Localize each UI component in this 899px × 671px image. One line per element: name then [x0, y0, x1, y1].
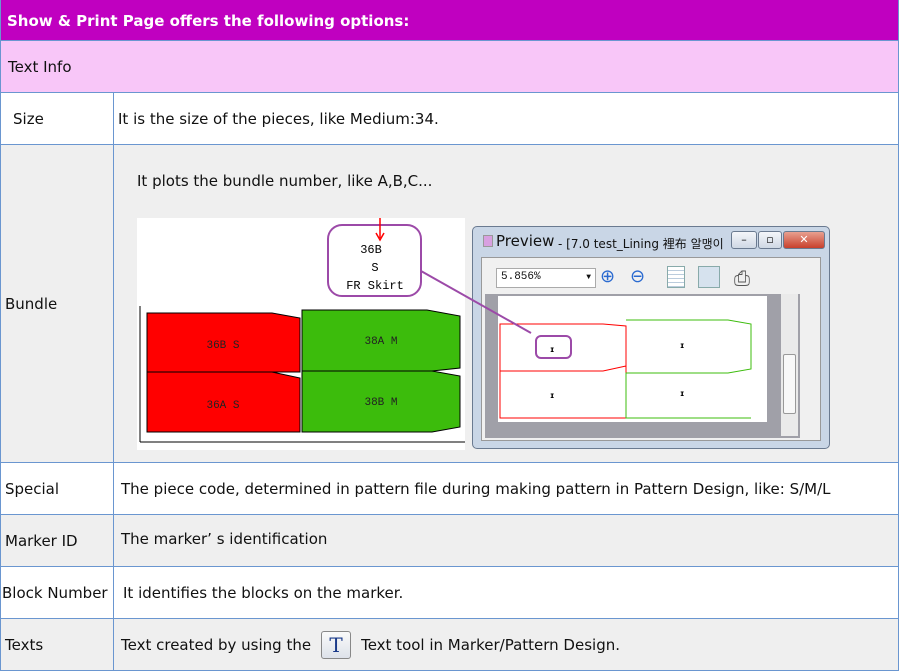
page-header: Show & Print Page offers the following o…	[0, 0, 899, 41]
row-value: It is the size of the pieces, like Mediu…	[118, 109, 439, 128]
piece-36b-s	[146, 312, 301, 373]
row-value: It identifies the blocks on the marker.	[123, 583, 404, 602]
document-icon	[483, 235, 493, 247]
piece-38b-m	[301, 370, 461, 433]
preview-page: ɪ ɪ ɪ ɪ	[498, 296, 767, 422]
row-value: The piece code, determined in pattern fi…	[121, 479, 831, 498]
scrollbar-thumb[interactable]	[783, 354, 796, 414]
close-button[interactable]: ✕	[783, 231, 825, 249]
row-block-number: Block Number It identifies the blocks on…	[0, 567, 899, 619]
preview-window: Preview - [7.0 test_Lining 裡布 알맹이 – ▫ ✕ …	[472, 226, 830, 449]
chevron-down-icon: ▼	[586, 273, 591, 282]
piece-label: 36B S	[206, 340, 239, 352]
value-text: Text created by using the	[121, 635, 312, 654]
piece-label: 36A S	[206, 400, 239, 412]
row-label: Block Number	[1, 567, 114, 618]
section-title: Text Info	[0, 41, 899, 93]
svg-text:ɪ: ɪ	[680, 341, 684, 350]
piece-label: 38B M	[364, 397, 397, 409]
svg-text:ɪ: ɪ	[680, 389, 684, 398]
svg-text:ɪ: ɪ	[550, 345, 554, 354]
piece-36a-s	[146, 371, 301, 433]
callout-line: S	[371, 261, 378, 275]
row-label: Size	[1, 93, 114, 144]
row-special: Special The piece code, determined in pa…	[0, 463, 899, 515]
row-label: Marker ID	[1, 515, 114, 566]
zoom-value: 5.856%	[501, 271, 541, 283]
multi-page-icon[interactable]	[698, 266, 720, 288]
zoom-in-icon[interactable]: ⊕	[600, 266, 616, 287]
minimize-button[interactable]: –	[731, 231, 757, 249]
preview-title: Preview	[496, 232, 555, 250]
callout-line: FR Skirt	[346, 279, 404, 293]
svg-text:ɪ: ɪ	[550, 391, 554, 400]
piece-label: 38A M	[364, 336, 397, 348]
row-value: The marker’ s identification	[121, 529, 328, 548]
printer-icon[interactable]: ⎙	[734, 266, 750, 290]
marker-image: 36B S 38A M 36A S 38B M 36B S FR Skirt	[137, 218, 465, 450]
row-size: Size It is the size of the pieces, like …	[0, 93, 899, 145]
row-value: Text created by using the T Text tool in…	[115, 619, 898, 670]
row-label: Bundle	[1, 145, 114, 462]
row-texts: Texts Text created by using the T Text t…	[0, 619, 899, 671]
value-text: Text tool in Marker/Pattern Design.	[361, 635, 620, 654]
scrollbar[interactable]	[781, 294, 798, 436]
row-label: Special	[1, 463, 114, 514]
callout-line: 36B	[360, 243, 382, 257]
maximize-button[interactable]: ▫	[758, 231, 782, 249]
text-tool-icon: T	[321, 630, 352, 659]
callout-box	[327, 224, 422, 297]
preview-canvas: ɪ ɪ ɪ ɪ	[485, 294, 800, 438]
zoom-select[interactable]: 5.856% ▼	[496, 268, 596, 288]
row-value: It plots the bundle number, like A,B,C..…	[137, 172, 433, 190]
row-label: Texts	[1, 619, 114, 670]
preview-subtitle: - [7.0 test_Lining 裡布 알맹이	[558, 237, 724, 251]
single-page-icon[interactable]	[667, 266, 685, 288]
row-marker-id: Marker ID The marker’ s identification	[0, 515, 899, 567]
zoom-out-icon[interactable]: ⊖	[630, 266, 646, 287]
